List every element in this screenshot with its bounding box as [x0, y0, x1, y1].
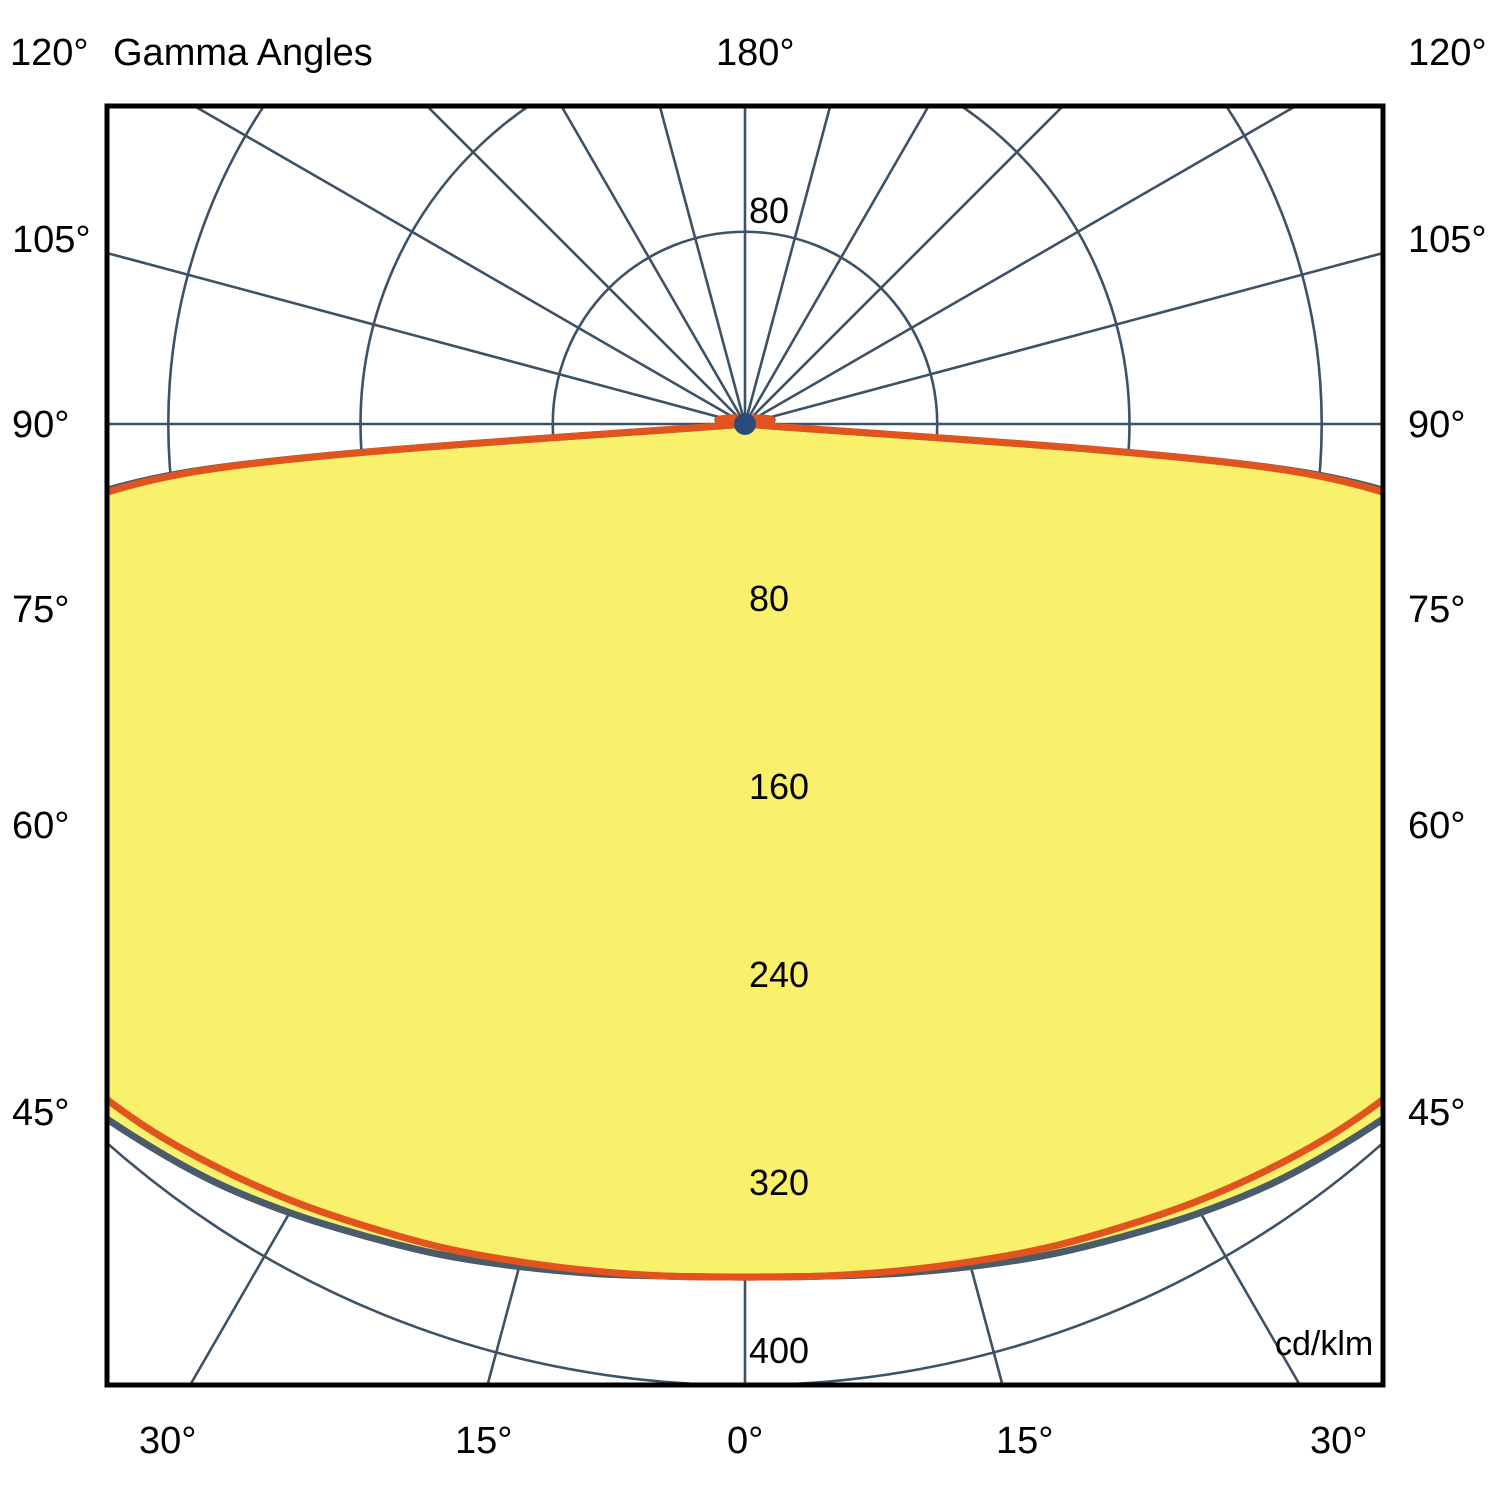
axis-label-top-center: 180°: [716, 32, 795, 74]
axis-label-bottom-15-left: 15°: [455, 1420, 513, 1462]
grid-spoke-120: [744, 106, 1299, 426]
axis-label-left-105: 105°: [12, 219, 91, 261]
axis-label-left-60: 60°: [12, 805, 70, 847]
axis-label-bottom-30-left: 30°: [139, 1420, 197, 1462]
radial-label-160: 160: [749, 766, 810, 807]
radial-label-up-80: 80: [749, 190, 790, 231]
chart-title: Gamma Angles: [113, 32, 373, 74]
grid-spoke-150: [743, 106, 931, 425]
plot-border: [104, 103, 1386, 1388]
radial-label-80: 80: [749, 578, 790, 619]
axis-label-bottom-0: 0°: [727, 1420, 764, 1462]
axis-label-right-105: 105°: [1408, 219, 1487, 261]
axis-label-bottom-15-right: 15°: [996, 1420, 1054, 1462]
axis-label-left-45: 45°: [12, 1092, 70, 1134]
grid-spoke-225: [425, 106, 746, 425]
grid-spoke-135: [744, 106, 1065, 425]
axis-label-right-45: 45°: [1408, 1092, 1466, 1134]
grid-spoke-255: [107, 251, 746, 426]
radial-label-400: 400: [749, 1330, 810, 1371]
grid-spoke-165: [743, 106, 832, 425]
distribution-fill: [107, 417, 1383, 1278]
axis-label-left-75: 75°: [12, 589, 70, 631]
distribution-layer: [107, 413, 1383, 1281]
axis-label-right-60: 60°: [1408, 805, 1466, 847]
units-label: cd/klm: [1275, 1325, 1374, 1363]
grid-spoke-105: [744, 251, 1383, 426]
grid-spoke-210: [559, 106, 747, 425]
pole-marker: [734, 413, 756, 435]
axis-label-right-90: 90°: [1408, 404, 1466, 446]
radial-label-320: 320: [749, 1162, 810, 1203]
radial-label-240: 240: [749, 954, 810, 995]
axis-label-top-right: 120°: [1408, 32, 1487, 74]
grid-spoke-240: [191, 106, 746, 426]
axis-label-bottom-30-right: 30°: [1310, 1420, 1368, 1462]
axis-label-right-75: 75°: [1408, 589, 1466, 631]
axis-label-left-90: 90°: [12, 404, 70, 446]
axis-label-top-left: 120°: [10, 32, 89, 74]
